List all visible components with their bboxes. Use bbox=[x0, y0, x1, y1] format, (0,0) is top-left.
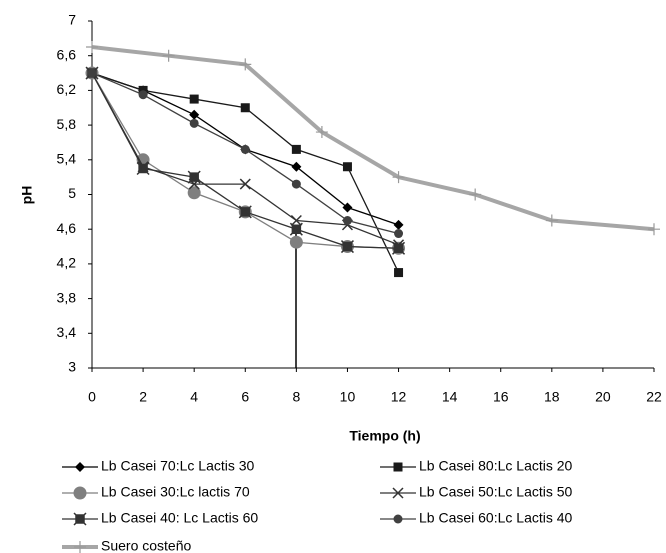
marker bbox=[240, 103, 250, 113]
marker bbox=[86, 41, 98, 54]
marker bbox=[75, 462, 85, 472]
legend-label: Lb Casei 60:Lc Lactis 40 bbox=[419, 510, 573, 526]
y-tick-label: 4,6 bbox=[57, 220, 77, 236]
marker bbox=[162, 49, 175, 62]
marker bbox=[187, 170, 201, 184]
marker bbox=[392, 171, 405, 184]
marker bbox=[239, 178, 251, 190]
y-tick-label: 3,8 bbox=[57, 289, 77, 305]
marker bbox=[239, 58, 252, 71]
y-tick-label: 4,2 bbox=[57, 255, 77, 271]
marker bbox=[394, 229, 404, 239]
x-tick-label: 4 bbox=[190, 389, 198, 405]
marker bbox=[240, 144, 250, 154]
marker bbox=[648, 223, 660, 236]
marker bbox=[291, 144, 301, 154]
series-line bbox=[91, 45, 655, 232]
marker bbox=[393, 219, 404, 230]
y-tick-label: 5,4 bbox=[57, 151, 77, 167]
marker bbox=[238, 205, 252, 219]
marker bbox=[545, 214, 558, 227]
marker bbox=[138, 90, 148, 100]
x-tick-label: 2 bbox=[139, 389, 147, 405]
y-tick-label: 7 bbox=[68, 12, 76, 28]
y-tick-label: 5,8 bbox=[57, 116, 77, 132]
marker bbox=[315, 126, 328, 139]
marker bbox=[187, 186, 201, 200]
marker bbox=[189, 94, 199, 104]
marker bbox=[394, 268, 404, 278]
y-tick-label: 3,4 bbox=[57, 324, 77, 340]
x-tick-label: 10 bbox=[340, 389, 356, 405]
marker bbox=[73, 486, 87, 500]
marker bbox=[189, 118, 199, 128]
marker bbox=[290, 214, 302, 227]
legend-label: Lb Casei 80:Lc Lactis 20 bbox=[419, 458, 573, 474]
x-tick-label: 12 bbox=[391, 389, 407, 405]
legend-label: Lb Casei 30:Lc lactis 70 bbox=[101, 484, 250, 500]
marker bbox=[342, 216, 352, 226]
x-tick-label: 16 bbox=[493, 389, 509, 405]
legend-label: Suero costeño bbox=[101, 538, 191, 553]
legend-label: Lb Casei 50:Lc Lactis 50 bbox=[419, 484, 573, 500]
legend-label: Lb Casei 40: Lc Lactis 60 bbox=[101, 510, 258, 526]
marker bbox=[74, 541, 86, 553]
y-tick-label: 6,6 bbox=[57, 46, 77, 62]
legend-label: Lb Casei 70:Lc Lactis 30 bbox=[101, 458, 255, 474]
marker bbox=[392, 487, 404, 499]
marker bbox=[291, 161, 302, 172]
marker bbox=[73, 512, 87, 526]
x-tick-label: 18 bbox=[544, 389, 560, 405]
marker bbox=[469, 188, 482, 201]
marker bbox=[340, 240, 354, 254]
y-tick-label: 5 bbox=[68, 185, 76, 201]
x-tick-label: 8 bbox=[292, 389, 300, 405]
y-axis-title: pH bbox=[19, 186, 35, 205]
marker bbox=[136, 161, 150, 176]
marker bbox=[342, 162, 352, 172]
marker bbox=[87, 68, 97, 78]
marker bbox=[289, 235, 303, 249]
marker bbox=[393, 514, 403, 524]
x-tick-label: 22 bbox=[646, 389, 662, 405]
x-tick-label: 0 bbox=[88, 389, 96, 405]
marker bbox=[342, 202, 353, 213]
marker bbox=[189, 109, 200, 120]
marker bbox=[392, 241, 406, 255]
marker bbox=[289, 222, 303, 236]
y-tick-label: 3 bbox=[68, 359, 76, 375]
marker bbox=[393, 462, 403, 472]
x-tick-label: 20 bbox=[595, 389, 611, 405]
marker bbox=[291, 179, 301, 189]
y-tick-label: 6,2 bbox=[57, 81, 77, 97]
x-axis-title: Tiempo (h) bbox=[349, 428, 420, 444]
x-tick-label: 6 bbox=[241, 389, 249, 405]
x-tick-label: 14 bbox=[442, 389, 458, 405]
